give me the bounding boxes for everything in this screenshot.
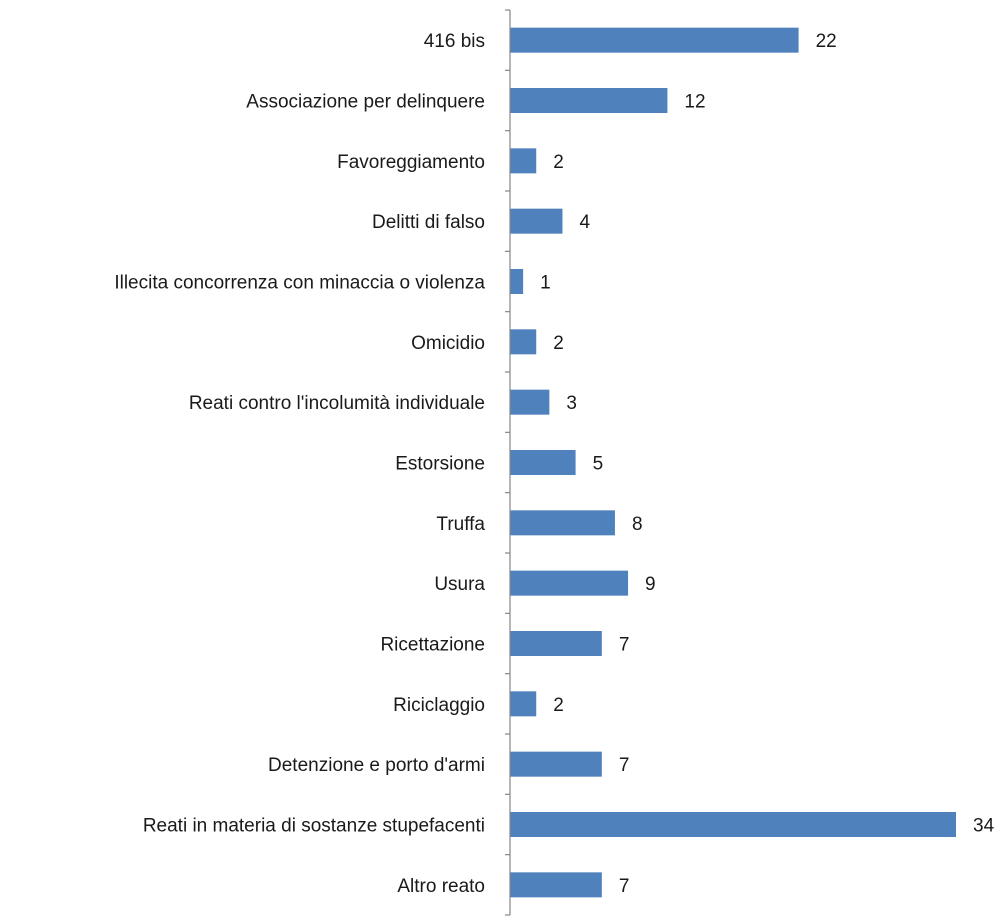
data-label: 4 (579, 212, 590, 233)
bar (510, 510, 615, 536)
data-label: 12 (684, 92, 705, 113)
category-label: Ricettazione (380, 635, 485, 656)
category-labels: 416 bis Associazione per delinquere Favore… (114, 31, 485, 897)
category-label: Associazione per delinquere (246, 92, 485, 113)
category-label: Detenzione e porto d'armi (268, 755, 485, 776)
category-label: Omicidio (411, 333, 485, 354)
data-label: 2 (553, 333, 564, 354)
category-label: 416 bis (424, 31, 485, 52)
category-label: Reati in materia di sostanze stupefacent… (143, 816, 485, 837)
bar (510, 88, 668, 113)
bar (510, 691, 537, 717)
bar (510, 872, 602, 898)
data-label: 2 (553, 695, 564, 716)
data-label: 9 (645, 574, 656, 595)
bar (510, 389, 550, 415)
category-label: Altro reato (397, 876, 485, 897)
data-label: 1 (540, 273, 551, 294)
category-label: Favoreggiamento (337, 152, 485, 173)
data-label: 22 (816, 31, 837, 52)
category-label: Truffa (436, 514, 485, 535)
category-axis (505, 9, 511, 916)
data-label: 2 (553, 152, 564, 173)
category-label: Delitti di falso (372, 212, 485, 233)
data-label: 7 (619, 876, 630, 897)
bar (510, 812, 956, 837)
data-label: 7 (619, 635, 630, 656)
data-label: 5 (593, 454, 604, 475)
data-label: 3 (566, 393, 577, 414)
bar (510, 27, 799, 53)
data-label: 7 (619, 755, 630, 776)
bar (510, 148, 537, 174)
bars-group (510, 27, 956, 898)
category-label: Riciclaggio (393, 695, 485, 716)
category-label: Illecita concorrenza con minaccia o viol… (114, 273, 485, 294)
bar (510, 329, 537, 355)
bar (510, 751, 602, 777)
bar (510, 208, 563, 234)
category-label: Usura (434, 574, 485, 595)
bar (510, 570, 629, 596)
bar (510, 269, 524, 294)
bar (510, 450, 576, 475)
data-label: 8 (632, 514, 643, 535)
bar (510, 631, 602, 656)
data-label: 34 (973, 816, 995, 837)
category-label: Estorsione (395, 454, 485, 475)
category-label: Reati contro l'incolumità individuale (189, 393, 485, 414)
